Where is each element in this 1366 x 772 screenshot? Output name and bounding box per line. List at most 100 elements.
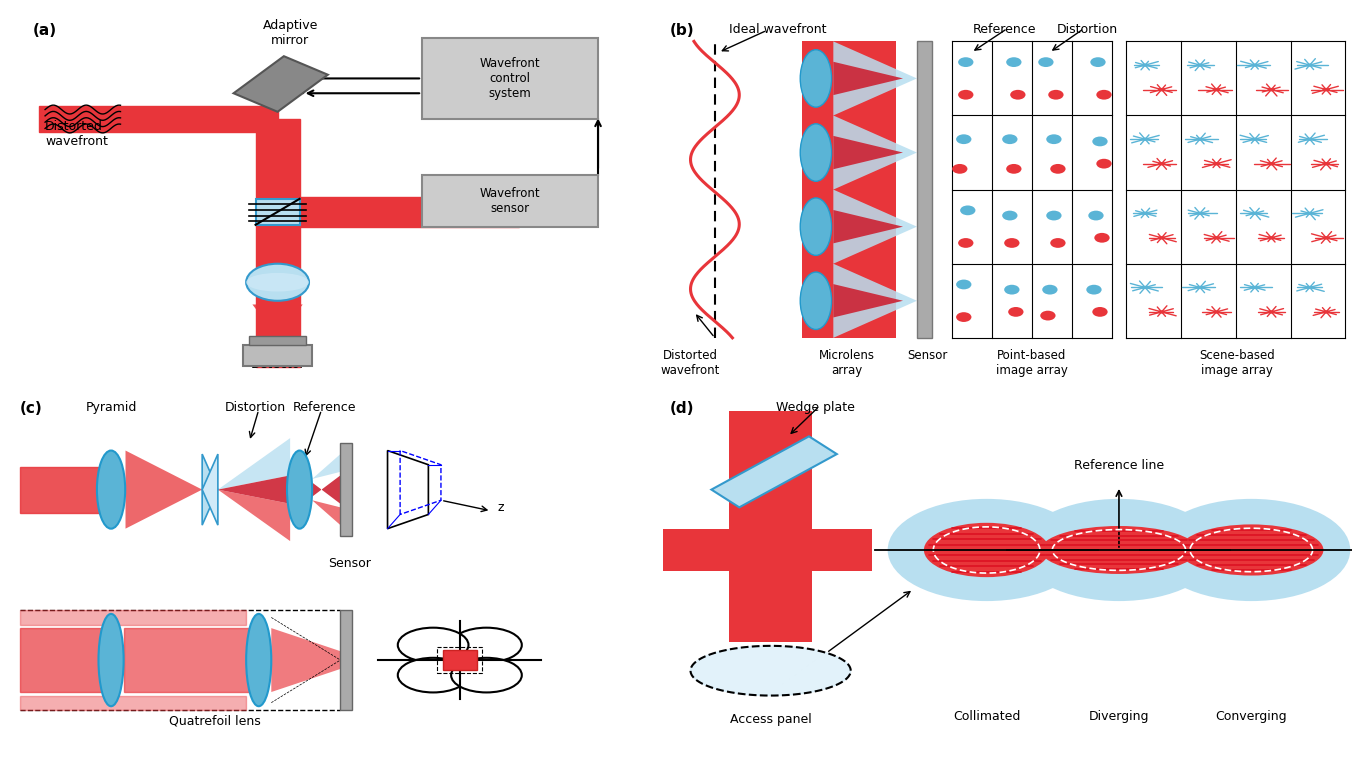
Polygon shape [313,476,340,504]
Text: (c): (c) [20,401,42,416]
Ellipse shape [1268,236,1274,239]
Circle shape [1154,500,1348,600]
Bar [340,443,351,536]
Ellipse shape [1197,63,1203,66]
Ellipse shape [1251,137,1258,141]
Ellipse shape [1003,134,1018,144]
Ellipse shape [956,134,971,144]
Ellipse shape [1142,212,1149,215]
Polygon shape [126,451,202,529]
Ellipse shape [1046,211,1061,221]
Ellipse shape [1251,286,1258,289]
Ellipse shape [958,238,974,248]
Bar [255,199,299,225]
Polygon shape [833,190,917,264]
Text: Point-based
image array: Point-based image array [996,349,1068,377]
Polygon shape [234,56,328,112]
Ellipse shape [1322,88,1330,91]
Bar [663,529,872,571]
Ellipse shape [1322,236,1330,239]
Ellipse shape [1268,88,1274,91]
Ellipse shape [1179,524,1324,576]
Bar [299,197,519,227]
Ellipse shape [1306,63,1314,66]
FancyBboxPatch shape [422,38,598,119]
Ellipse shape [1213,88,1220,91]
Ellipse shape [1268,310,1274,313]
Text: Sensor: Sensor [328,557,372,570]
Ellipse shape [1086,285,1101,295]
Polygon shape [833,210,903,243]
Polygon shape [691,646,851,696]
Ellipse shape [1004,285,1019,295]
Ellipse shape [1041,526,1198,574]
Ellipse shape [800,124,832,181]
Ellipse shape [451,658,522,692]
Ellipse shape [1158,310,1165,313]
Ellipse shape [1097,159,1112,168]
Text: (b): (b) [669,23,694,38]
Ellipse shape [287,451,313,529]
Ellipse shape [1003,211,1018,221]
Ellipse shape [952,164,967,174]
Polygon shape [253,304,303,338]
Ellipse shape [1097,90,1112,100]
Ellipse shape [1008,307,1023,317]
Text: Reference line: Reference line [1074,459,1164,472]
Ellipse shape [1142,286,1149,289]
Ellipse shape [1251,212,1258,215]
Text: Distortion: Distortion [225,401,285,414]
Text: Collimated: Collimated [953,709,1020,723]
Ellipse shape [1197,137,1203,141]
Bar [917,42,932,338]
Ellipse shape [98,614,124,706]
Bar [20,628,101,692]
Ellipse shape [1046,134,1061,144]
Ellipse shape [1158,162,1165,165]
Ellipse shape [451,628,522,662]
Text: Wavefront
control
system: Wavefront control system [479,57,541,100]
Bar [20,466,101,513]
Ellipse shape [246,614,272,706]
Text: Reference: Reference [292,401,357,414]
Bar [38,107,277,132]
Ellipse shape [1213,162,1220,165]
Ellipse shape [1306,286,1314,289]
Bar [20,696,246,709]
Text: Distortion: Distortion [1057,23,1119,36]
Text: Microlens
array: Microlens array [820,349,876,377]
Ellipse shape [1251,63,1258,66]
Text: Quatrefoil lens: Quatrefoil lens [169,715,261,727]
Polygon shape [272,628,340,692]
Ellipse shape [1322,162,1330,165]
Polygon shape [712,436,837,507]
Ellipse shape [956,279,971,290]
Bar [340,611,351,709]
Ellipse shape [1322,310,1330,313]
Ellipse shape [1004,238,1019,248]
Text: (d): (d) [669,401,694,416]
Bar [802,42,896,338]
Ellipse shape [1007,164,1022,174]
Polygon shape [219,438,290,489]
Bar [124,628,250,692]
Ellipse shape [800,272,832,330]
Text: Distorted
wavefront: Distorted wavefront [661,349,720,377]
Ellipse shape [1094,233,1109,242]
Text: Adaptive
mirror: Adaptive mirror [262,19,318,47]
Circle shape [1022,500,1217,600]
Polygon shape [833,62,903,95]
Ellipse shape [1089,211,1104,221]
Text: Pyramid: Pyramid [85,401,137,414]
Ellipse shape [800,198,832,256]
FancyBboxPatch shape [243,345,313,366]
Text: z: z [497,501,504,514]
Ellipse shape [398,628,469,662]
Text: Wavefront
sensor: Wavefront sensor [479,187,541,215]
Ellipse shape [1041,310,1056,320]
Ellipse shape [1158,88,1165,91]
Polygon shape [313,500,340,525]
Bar [255,119,299,367]
Ellipse shape [1050,238,1065,248]
Ellipse shape [800,49,832,107]
